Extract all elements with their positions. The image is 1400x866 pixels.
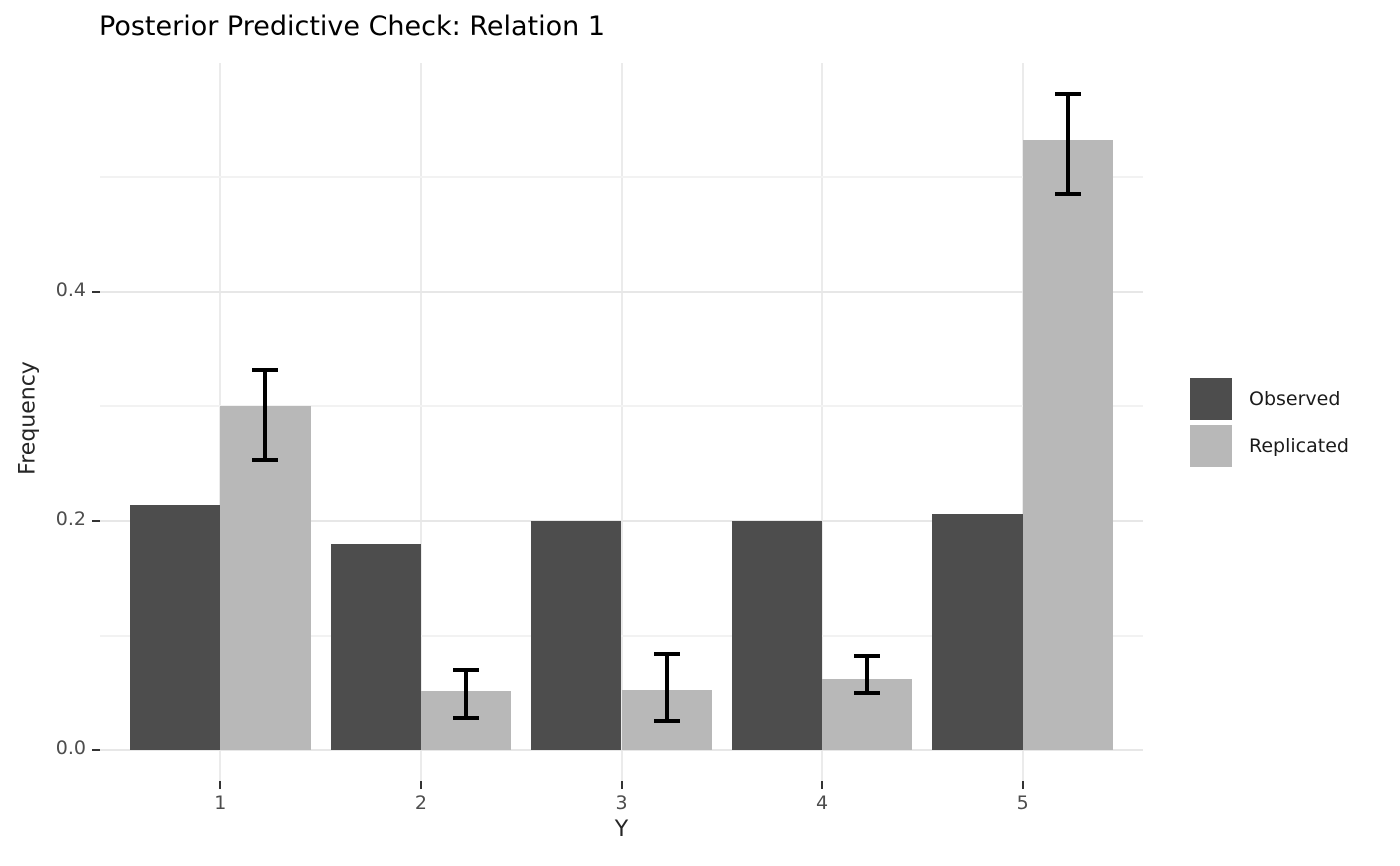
bar-observed-2 xyxy=(330,543,421,751)
x-gridline-2 xyxy=(419,63,422,781)
y-tick-mark xyxy=(92,749,100,752)
x-tick-label: 3 xyxy=(615,792,628,814)
x-tick-label: 4 xyxy=(816,792,829,814)
error-bar-line-5 xyxy=(1065,94,1070,195)
error-bar-cap-top-2 xyxy=(453,668,480,673)
legend-label-replicated: Replicated xyxy=(1249,435,1349,457)
error-bar-line-4 xyxy=(865,656,870,694)
error-bar-cap-bottom-1 xyxy=(252,458,279,463)
bar-replicated-1 xyxy=(220,406,311,751)
bar-observed-5 xyxy=(932,514,1023,751)
y-axis-title: Frequency xyxy=(15,361,41,475)
x-tick-label: 1 xyxy=(214,792,227,814)
y-minor-gridline xyxy=(100,634,1143,637)
error-bar-line-2 xyxy=(464,670,469,719)
y-tick-label: 0.0 xyxy=(55,737,86,760)
y-tick-label: 0.4 xyxy=(55,278,86,301)
bar-observed-4 xyxy=(731,521,823,751)
x-axis-title: Y xyxy=(614,817,629,842)
bar-replicated-5 xyxy=(1022,140,1113,751)
x-gridline-3 xyxy=(620,63,623,781)
y-tick-mark xyxy=(92,290,100,293)
x-tick-label: 5 xyxy=(1016,792,1029,814)
bar-observed-1 xyxy=(130,504,221,751)
x-tick-mark xyxy=(821,781,824,789)
legend-entry-replicated: Replicated xyxy=(1190,425,1349,467)
x-tick-label: 2 xyxy=(414,792,427,814)
x-tick-mark xyxy=(419,781,422,789)
error-bar-cap-bottom-3 xyxy=(653,718,680,723)
x-tick-mark xyxy=(219,781,222,789)
error-bar-cap-top-4 xyxy=(854,654,881,659)
error-bar-line-1 xyxy=(263,369,268,461)
y-major-gridline xyxy=(100,749,1143,752)
legend-label-observed: Observed xyxy=(1249,388,1341,410)
legend: Observed Replicated xyxy=(1190,378,1349,472)
legend-key-replicated xyxy=(1190,425,1232,467)
y-tick-label: 0.2 xyxy=(55,508,86,531)
y-minor-gridline xyxy=(100,175,1143,178)
error-bar-cap-top-5 xyxy=(1054,92,1081,97)
x-tick-mark xyxy=(1021,781,1024,789)
y-major-gridline xyxy=(100,290,1143,293)
y-minor-gridline xyxy=(100,405,1143,408)
error-bar-line-3 xyxy=(664,654,669,721)
error-bar-cap-bottom-4 xyxy=(854,691,881,696)
legend-key-observed xyxy=(1190,378,1232,420)
error-bar-cap-bottom-2 xyxy=(453,716,480,721)
x-gridline-4 xyxy=(821,63,824,781)
legend-entry-observed: Observed xyxy=(1190,378,1349,420)
error-bar-cap-top-3 xyxy=(653,652,680,657)
error-bar-cap-bottom-5 xyxy=(1054,192,1081,197)
x-tick-mark xyxy=(620,781,623,789)
y-tick-mark xyxy=(92,520,100,523)
error-bar-cap-top-1 xyxy=(252,367,279,372)
chart-title: Posterior Predictive Check: Relation 1 xyxy=(99,11,605,42)
bar-observed-3 xyxy=(531,521,622,751)
y-major-gridline xyxy=(100,520,1143,523)
